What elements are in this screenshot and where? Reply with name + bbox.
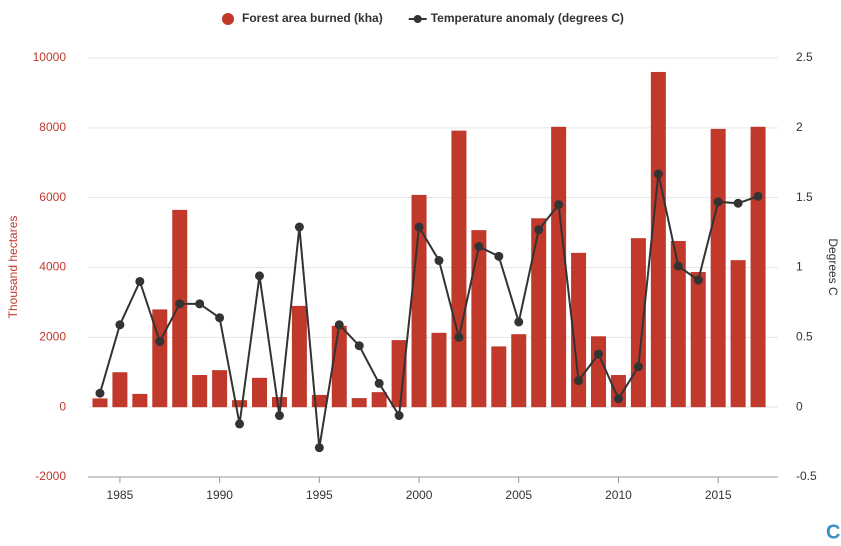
bar	[371, 392, 387, 408]
y2-tick-label: 1	[796, 260, 803, 274]
point	[354, 341, 364, 351]
bar	[471, 230, 487, 408]
point	[414, 222, 424, 232]
bar	[451, 130, 467, 408]
point	[215, 313, 225, 323]
point	[733, 198, 743, 208]
point	[155, 337, 165, 347]
point	[334, 320, 344, 330]
bar	[112, 372, 128, 408]
point	[314, 443, 324, 453]
bar	[551, 126, 567, 408]
y2-tick-label: 0	[796, 399, 803, 413]
point	[713, 197, 723, 207]
point	[394, 411, 404, 421]
legend-label: Forest area burned (kha)	[242, 11, 383, 25]
y2-tick-label: 0.5	[796, 330, 813, 344]
logo: CB	[826, 521, 841, 543]
bar	[491, 346, 507, 408]
y-tick-label: 8000	[39, 120, 66, 134]
bar	[411, 194, 427, 408]
bar	[750, 126, 766, 408]
point	[95, 388, 105, 398]
y-tick-label: 6000	[39, 190, 66, 204]
bar	[291, 305, 307, 408]
point	[534, 225, 544, 235]
x-tick-label: 1990	[206, 488, 233, 502]
point	[693, 275, 703, 285]
y-tick-label: -2000	[35, 469, 66, 483]
point	[653, 169, 663, 179]
point	[673, 261, 683, 271]
bar	[351, 398, 367, 408]
point	[294, 222, 304, 232]
bar	[192, 375, 208, 408]
bar	[331, 325, 347, 408]
bar	[431, 332, 447, 408]
bar	[650, 71, 666, 408]
point	[594, 349, 604, 359]
bar	[591, 336, 607, 408]
point	[613, 394, 623, 404]
point	[235, 419, 245, 429]
y2-tick-label: 2.5	[796, 50, 813, 64]
bar	[511, 334, 527, 408]
point	[175, 299, 185, 309]
point	[494, 251, 504, 261]
x-tick-label: 1995	[306, 488, 333, 502]
y2-tick-label: 2	[796, 120, 803, 134]
y2-axis-label: Degrees C	[826, 238, 840, 296]
bar	[730, 260, 746, 408]
legend-swatch	[413, 15, 422, 23]
y-tick-label: 10000	[33, 50, 67, 64]
point	[274, 411, 284, 421]
point	[255, 271, 265, 281]
bar	[232, 400, 248, 408]
point	[374, 378, 384, 388]
bar	[391, 340, 407, 408]
point	[115, 320, 125, 330]
bar	[710, 128, 726, 408]
y2-tick-label: 1.5	[796, 190, 813, 204]
bar	[670, 240, 686, 408]
bar	[571, 252, 587, 408]
point	[753, 191, 763, 201]
legend-swatch	[222, 13, 234, 25]
bar	[690, 272, 706, 408]
point	[195, 299, 205, 309]
legend-label: Temperature anomaly (degrees C)	[431, 11, 624, 25]
bar	[531, 218, 547, 408]
y-tick-label: 4000	[39, 260, 66, 274]
bar	[172, 209, 188, 408]
y2-tick-label: -0.5	[796, 469, 817, 483]
point	[135, 276, 145, 286]
y-tick-label: 0	[59, 399, 66, 413]
point	[574, 376, 584, 386]
x-tick-label: 2010	[605, 488, 632, 502]
x-tick-label: 2000	[406, 488, 433, 502]
x-tick-label: 2005	[505, 488, 532, 502]
line	[99, 173, 759, 448]
y-axis-label: Thousand hectares	[6, 216, 20, 319]
bar	[271, 397, 287, 408]
x-tick-label: 1985	[107, 488, 134, 502]
point	[554, 200, 564, 210]
bar	[92, 398, 108, 408]
point	[514, 317, 524, 327]
point	[434, 256, 444, 266]
point	[454, 332, 464, 342]
point	[633, 362, 643, 372]
bar	[212, 370, 228, 408]
bar	[132, 393, 148, 408]
bar	[252, 377, 268, 408]
x-tick-label: 2015	[705, 488, 732, 502]
y-tick-label: 2000	[39, 330, 66, 344]
point	[474, 242, 484, 252]
